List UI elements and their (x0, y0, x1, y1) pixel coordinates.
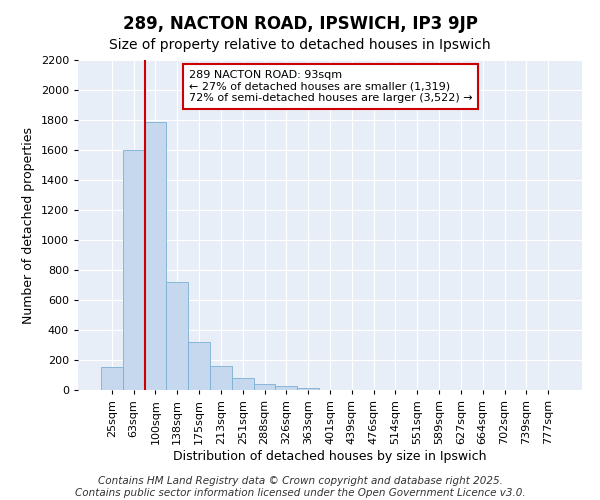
Text: Contains HM Land Registry data © Crown copyright and database right 2025.
Contai: Contains HM Land Registry data © Crown c… (74, 476, 526, 498)
Bar (101, 367, 123, 390)
Bar (254, 384, 275, 390)
Bar (297, 388, 319, 390)
Bar (123, 150, 145, 390)
Y-axis label: Number of detached properties: Number of detached properties (22, 126, 35, 324)
Bar (145, 122, 166, 390)
Text: Size of property relative to detached houses in Ipswich: Size of property relative to detached ho… (109, 38, 491, 52)
Bar (275, 386, 297, 390)
Text: 289 NACTON ROAD: 93sqm
← 27% of detached houses are smaller (1,319)
72% of semi-: 289 NACTON ROAD: 93sqm ← 27% of detached… (189, 70, 473, 103)
X-axis label: Distribution of detached houses by size in Ipswich: Distribution of detached houses by size … (173, 450, 487, 462)
Bar (188, 342, 210, 390)
Bar (210, 366, 232, 390)
Bar (232, 378, 254, 390)
Bar (166, 282, 188, 390)
Text: 289, NACTON ROAD, IPSWICH, IP3 9JP: 289, NACTON ROAD, IPSWICH, IP3 9JP (122, 15, 478, 33)
